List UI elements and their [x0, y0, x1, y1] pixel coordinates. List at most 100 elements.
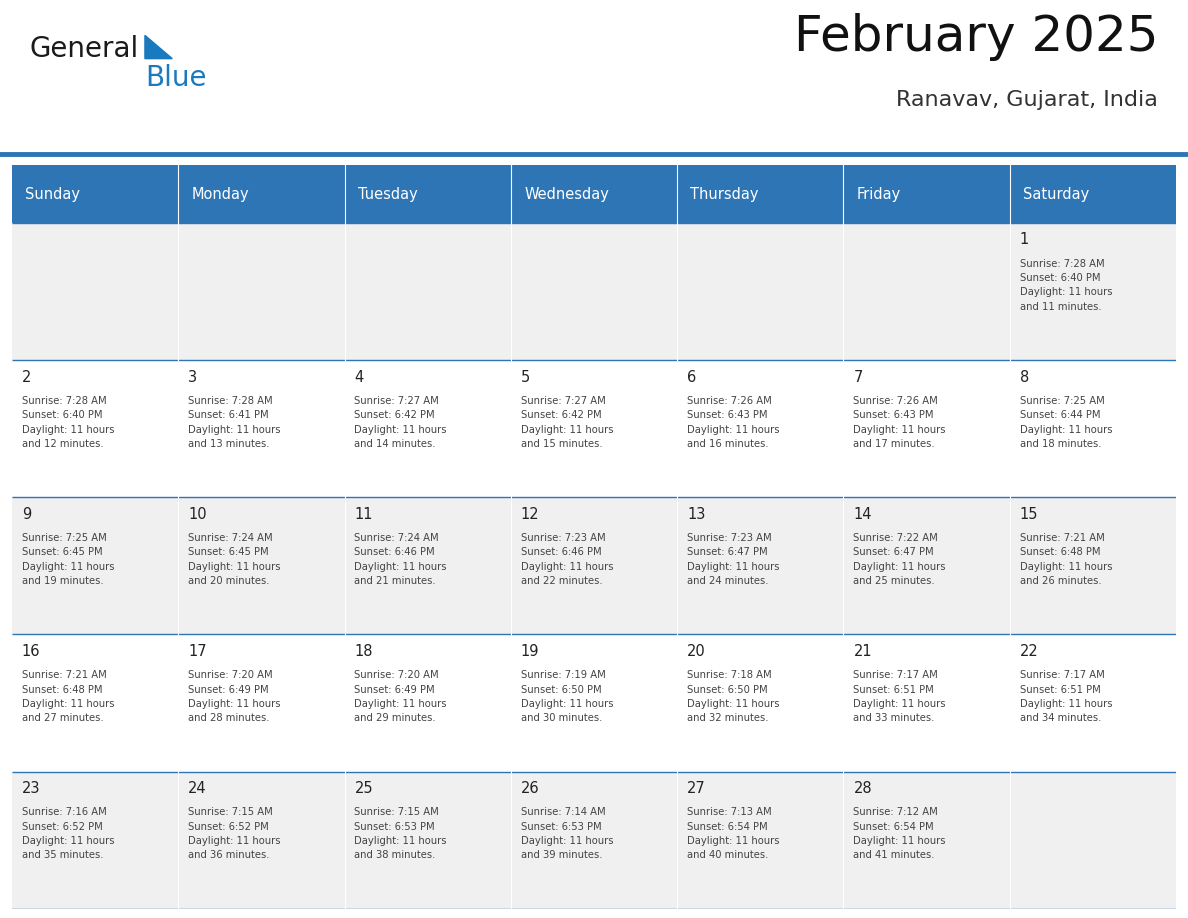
Text: 10: 10 — [188, 507, 207, 521]
Bar — [677, 498, 843, 634]
Text: Sunrise: 7:17 AM
Sunset: 6:51 PM
Daylight: 11 hours
and 34 minutes.: Sunrise: 7:17 AM Sunset: 6:51 PM Dayligh… — [1019, 670, 1112, 723]
Bar — [12, 360, 178, 498]
Text: 19: 19 — [520, 644, 539, 659]
Text: 11: 11 — [354, 507, 373, 521]
Text: Sunrise: 7:28 AM
Sunset: 6:40 PM
Daylight: 11 hours
and 11 minutes.: Sunrise: 7:28 AM Sunset: 6:40 PM Dayligh… — [1019, 259, 1112, 312]
Text: 27: 27 — [687, 781, 706, 796]
Bar — [843, 360, 1010, 498]
Bar — [843, 223, 1010, 360]
Bar — [511, 360, 677, 498]
Text: Sunrise: 7:28 AM
Sunset: 6:41 PM
Daylight: 11 hours
and 13 minutes.: Sunrise: 7:28 AM Sunset: 6:41 PM Dayligh… — [188, 396, 280, 449]
Text: 6: 6 — [687, 370, 696, 385]
Text: 23: 23 — [21, 781, 40, 796]
Text: Sunrise: 7:25 AM
Sunset: 6:44 PM
Daylight: 11 hours
and 18 minutes.: Sunrise: 7:25 AM Sunset: 6:44 PM Dayligh… — [1019, 396, 1112, 449]
Text: February 2025: February 2025 — [794, 13, 1158, 61]
Text: Sunrise: 7:25 AM
Sunset: 6:45 PM
Daylight: 11 hours
and 19 minutes.: Sunrise: 7:25 AM Sunset: 6:45 PM Dayligh… — [21, 533, 114, 586]
Bar — [677, 772, 843, 909]
Text: 8: 8 — [1019, 370, 1029, 385]
Bar — [345, 165, 511, 223]
Text: Sunrise: 7:23 AM
Sunset: 6:47 PM
Daylight: 11 hours
and 24 minutes.: Sunrise: 7:23 AM Sunset: 6:47 PM Dayligh… — [687, 533, 779, 586]
Text: 3: 3 — [188, 370, 197, 385]
Text: Sunrise: 7:24 AM
Sunset: 6:46 PM
Daylight: 11 hours
and 21 minutes.: Sunrise: 7:24 AM Sunset: 6:46 PM Dayligh… — [354, 533, 447, 586]
Bar — [178, 360, 345, 498]
Text: 25: 25 — [354, 781, 373, 796]
Bar — [843, 498, 1010, 634]
Bar — [677, 223, 843, 360]
Text: Sunrise: 7:21 AM
Sunset: 6:48 PM
Daylight: 11 hours
and 26 minutes.: Sunrise: 7:21 AM Sunset: 6:48 PM Dayligh… — [1019, 533, 1112, 586]
Text: Sunrise: 7:14 AM
Sunset: 6:53 PM
Daylight: 11 hours
and 39 minutes.: Sunrise: 7:14 AM Sunset: 6:53 PM Dayligh… — [520, 807, 613, 860]
Bar — [677, 360, 843, 498]
Text: Wednesday: Wednesday — [524, 186, 609, 202]
Text: 22: 22 — [1019, 644, 1038, 659]
Bar — [1010, 772, 1176, 909]
Bar — [1010, 360, 1176, 498]
Bar — [1010, 165, 1176, 223]
Bar — [178, 223, 345, 360]
Text: 15: 15 — [1019, 507, 1038, 521]
Text: 9: 9 — [21, 507, 31, 521]
Text: Sunrise: 7:18 AM
Sunset: 6:50 PM
Daylight: 11 hours
and 32 minutes.: Sunrise: 7:18 AM Sunset: 6:50 PM Dayligh… — [687, 670, 779, 723]
Text: 16: 16 — [21, 644, 40, 659]
Bar — [1010, 223, 1176, 360]
Bar — [511, 223, 677, 360]
Text: Monday: Monday — [191, 186, 249, 202]
Text: 13: 13 — [687, 507, 706, 521]
Bar — [178, 498, 345, 634]
Text: Sunrise: 7:27 AM
Sunset: 6:42 PM
Daylight: 11 hours
and 15 minutes.: Sunrise: 7:27 AM Sunset: 6:42 PM Dayligh… — [520, 396, 613, 449]
Bar — [12, 498, 178, 634]
Bar — [843, 634, 1010, 772]
Text: 7: 7 — [853, 370, 862, 385]
Polygon shape — [145, 35, 172, 59]
Bar — [345, 498, 511, 634]
Bar — [178, 772, 345, 909]
Text: 2: 2 — [21, 370, 31, 385]
Text: Sunrise: 7:26 AM
Sunset: 6:43 PM
Daylight: 11 hours
and 17 minutes.: Sunrise: 7:26 AM Sunset: 6:43 PM Dayligh… — [853, 396, 946, 449]
Text: Saturday: Saturday — [1023, 186, 1089, 202]
Bar — [178, 634, 345, 772]
Bar — [178, 165, 345, 223]
Bar — [345, 360, 511, 498]
Text: Sunrise: 7:28 AM
Sunset: 6:40 PM
Daylight: 11 hours
and 12 minutes.: Sunrise: 7:28 AM Sunset: 6:40 PM Dayligh… — [21, 396, 114, 449]
Bar — [511, 634, 677, 772]
Text: 18: 18 — [354, 644, 373, 659]
Text: 5: 5 — [520, 370, 530, 385]
Bar — [345, 634, 511, 772]
Bar — [511, 498, 677, 634]
Text: Sunrise: 7:12 AM
Sunset: 6:54 PM
Daylight: 11 hours
and 41 minutes.: Sunrise: 7:12 AM Sunset: 6:54 PM Dayligh… — [853, 807, 946, 860]
Bar — [345, 223, 511, 360]
Text: Sunrise: 7:27 AM
Sunset: 6:42 PM
Daylight: 11 hours
and 14 minutes.: Sunrise: 7:27 AM Sunset: 6:42 PM Dayligh… — [354, 396, 447, 449]
Text: General: General — [30, 35, 139, 63]
Text: 26: 26 — [520, 781, 539, 796]
Text: 28: 28 — [853, 781, 872, 796]
Text: Sunrise: 7:20 AM
Sunset: 6:49 PM
Daylight: 11 hours
and 29 minutes.: Sunrise: 7:20 AM Sunset: 6:49 PM Dayligh… — [354, 670, 447, 723]
Text: Sunrise: 7:26 AM
Sunset: 6:43 PM
Daylight: 11 hours
and 16 minutes.: Sunrise: 7:26 AM Sunset: 6:43 PM Dayligh… — [687, 396, 779, 449]
Text: Sunrise: 7:22 AM
Sunset: 6:47 PM
Daylight: 11 hours
and 25 minutes.: Sunrise: 7:22 AM Sunset: 6:47 PM Dayligh… — [853, 533, 946, 586]
Text: Sunrise: 7:21 AM
Sunset: 6:48 PM
Daylight: 11 hours
and 27 minutes.: Sunrise: 7:21 AM Sunset: 6:48 PM Dayligh… — [21, 670, 114, 723]
Text: 21: 21 — [853, 644, 872, 659]
Text: 17: 17 — [188, 644, 207, 659]
Bar — [677, 634, 843, 772]
Bar — [345, 772, 511, 909]
Bar — [1010, 498, 1176, 634]
Text: Tuesday: Tuesday — [358, 186, 417, 202]
Text: Sunrise: 7:23 AM
Sunset: 6:46 PM
Daylight: 11 hours
and 22 minutes.: Sunrise: 7:23 AM Sunset: 6:46 PM Dayligh… — [520, 533, 613, 586]
Bar — [1010, 634, 1176, 772]
Text: Sunrise: 7:24 AM
Sunset: 6:45 PM
Daylight: 11 hours
and 20 minutes.: Sunrise: 7:24 AM Sunset: 6:45 PM Dayligh… — [188, 533, 280, 586]
Bar — [12, 772, 178, 909]
Bar — [12, 634, 178, 772]
Text: Sunrise: 7:19 AM
Sunset: 6:50 PM
Daylight: 11 hours
and 30 minutes.: Sunrise: 7:19 AM Sunset: 6:50 PM Dayligh… — [520, 670, 613, 723]
Text: Thursday: Thursday — [690, 186, 759, 202]
Text: Sunrise: 7:15 AM
Sunset: 6:52 PM
Daylight: 11 hours
and 36 minutes.: Sunrise: 7:15 AM Sunset: 6:52 PM Dayligh… — [188, 807, 280, 860]
Bar — [843, 772, 1010, 909]
Text: 14: 14 — [853, 507, 872, 521]
Text: Ranavav, Gujarat, India: Ranavav, Gujarat, India — [897, 90, 1158, 110]
Text: Sunrise: 7:16 AM
Sunset: 6:52 PM
Daylight: 11 hours
and 35 minutes.: Sunrise: 7:16 AM Sunset: 6:52 PM Dayligh… — [21, 807, 114, 860]
Bar — [12, 165, 178, 223]
Text: Blue: Blue — [145, 64, 207, 93]
Text: 24: 24 — [188, 781, 207, 796]
Text: 20: 20 — [687, 644, 706, 659]
Text: Sunday: Sunday — [25, 186, 80, 202]
Bar — [677, 165, 843, 223]
Bar — [511, 165, 677, 223]
Bar — [12, 223, 178, 360]
